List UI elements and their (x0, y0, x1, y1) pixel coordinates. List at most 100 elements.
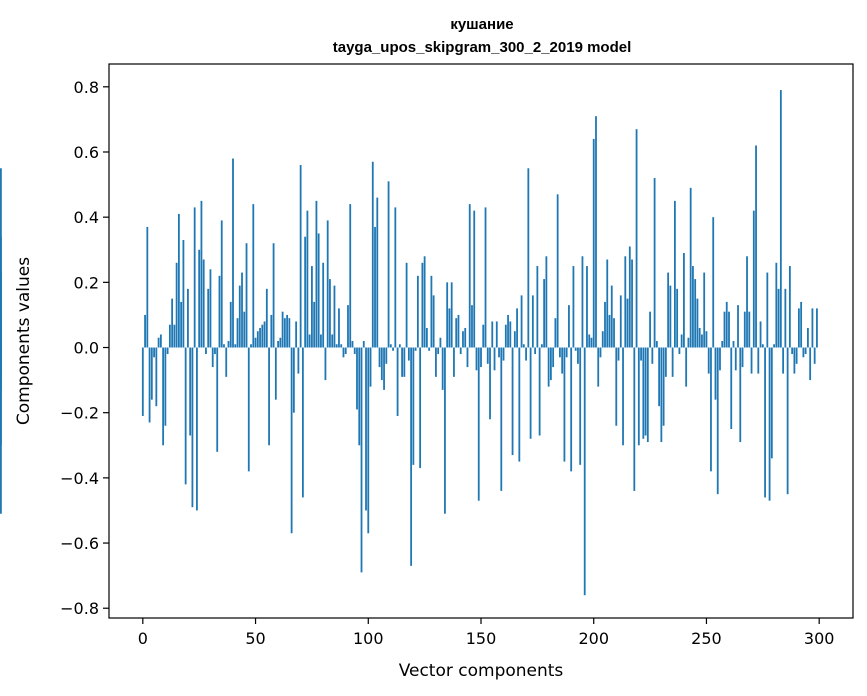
bar (362, 341, 365, 348)
bar (694, 279, 697, 348)
bar (613, 318, 615, 348)
bar (234, 344, 237, 348)
bar (274, 347, 277, 400)
bar (405, 262, 408, 348)
x-axis-label: Vector components (399, 661, 564, 681)
bar (480, 347, 482, 368)
bar (383, 347, 385, 390)
bar (301, 347, 304, 498)
bar (608, 314, 611, 348)
bar (484, 207, 487, 348)
bar (225, 347, 228, 377)
bar (448, 308, 451, 348)
x-tick-label: 200 (578, 629, 609, 648)
bar (482, 324, 485, 348)
y-tick-label: −0.2 (60, 404, 99, 423)
bar (703, 272, 706, 348)
bar (646, 347, 649, 443)
bar (802, 347, 805, 358)
bar (241, 272, 243, 348)
bar (338, 308, 340, 348)
bar (270, 314, 273, 348)
bar (335, 344, 338, 348)
bar (683, 253, 685, 348)
bar (716, 347, 719, 495)
bar (259, 327, 261, 348)
bar (353, 347, 356, 355)
x-tick-label: 0 (138, 629, 148, 648)
bar (504, 324, 507, 348)
bar (615, 347, 618, 426)
bar (734, 347, 737, 371)
bar (401, 347, 403, 377)
bar (315, 200, 318, 348)
bar (653, 178, 656, 348)
bar (714, 347, 717, 400)
bar (157, 337, 160, 348)
bar (644, 347, 647, 436)
y-tick-label: 0.0 (74, 339, 99, 358)
bar (777, 288, 780, 348)
bar (333, 285, 336, 348)
bar (592, 138, 595, 348)
bar (243, 311, 246, 348)
bar (164, 347, 167, 426)
x-tick-label: 300 (804, 629, 835, 648)
bar (786, 347, 789, 495)
bar (340, 344, 343, 348)
x-tick-label: 50 (245, 629, 265, 648)
bar (583, 347, 586, 596)
bar (392, 347, 394, 351)
bar (489, 347, 491, 420)
bar (378, 347, 381, 368)
bar (173, 324, 176, 348)
bar (184, 347, 187, 485)
bar (531, 295, 534, 348)
bar (403, 347, 406, 377)
bar (162, 347, 165, 446)
bar (437, 347, 440, 355)
bar (559, 347, 561, 358)
bar (419, 347, 422, 469)
y-tick-label: −0.6 (60, 534, 99, 553)
bar (705, 331, 708, 348)
bar (746, 256, 748, 348)
bar (439, 337, 442, 348)
bar (561, 347, 564, 374)
bar (220, 220, 223, 348)
bar (545, 256, 548, 348)
bar (761, 344, 764, 348)
bar (597, 347, 600, 387)
bar (444, 347, 446, 514)
bar (631, 259, 633, 348)
bar (155, 347, 158, 407)
bar (743, 311, 746, 348)
bar (216, 347, 219, 452)
bar (329, 279, 331, 348)
bar (435, 347, 437, 377)
bar (200, 200, 203, 348)
bar (265, 288, 268, 348)
bar (189, 347, 192, 436)
bar (800, 301, 803, 348)
bar (308, 334, 311, 348)
plot-frame (108, 63, 854, 619)
bar (811, 308, 814, 348)
bar (261, 324, 264, 348)
bar (565, 347, 568, 358)
bar (459, 347, 462, 355)
bar (281, 311, 284, 348)
bar (572, 266, 575, 348)
bar (554, 318, 557, 348)
bar (205, 347, 207, 355)
bar (543, 279, 546, 348)
bar (518, 347, 521, 462)
bar (676, 288, 679, 348)
bar (570, 347, 573, 472)
bar (516, 308, 518, 348)
bar (148, 347, 151, 423)
bar (779, 90, 782, 348)
bar (619, 295, 622, 348)
bar (232, 158, 234, 348)
bar (622, 347, 624, 446)
